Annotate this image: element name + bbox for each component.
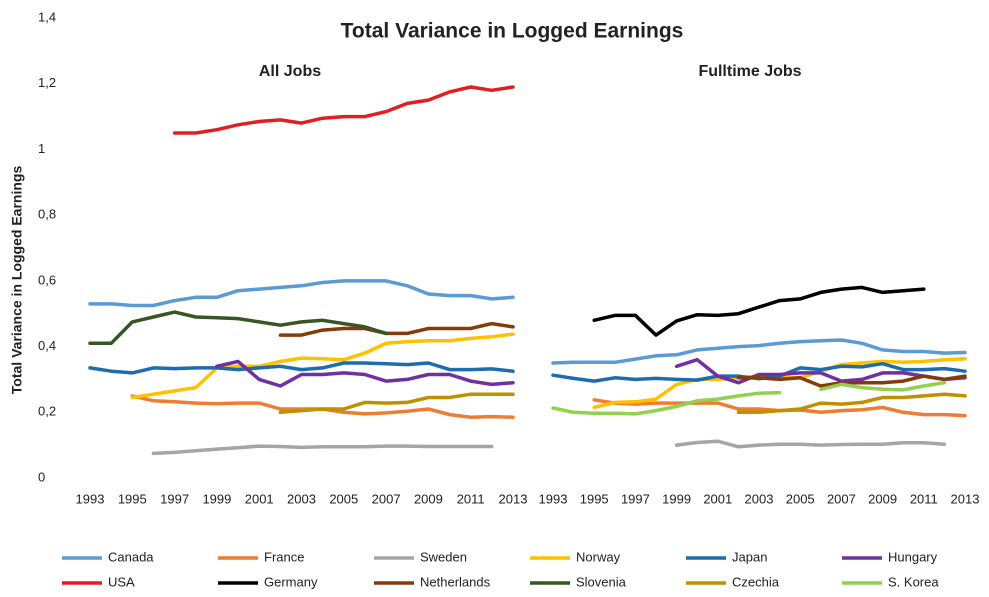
legend-label: Netherlands	[420, 574, 491, 589]
x-tick-label: 1997	[160, 491, 189, 506]
y-tick-label: 0,4	[38, 338, 56, 353]
series-line	[88, 361, 515, 375]
series-line	[88, 279, 515, 308]
x-tick-label: 2007	[372, 491, 401, 506]
x-tick-label: 1993	[76, 491, 105, 506]
x-tick-label: 1995	[580, 491, 609, 506]
y-axis-label: Total Variance in Logged Earnings	[9, 166, 25, 395]
legend-label: Slovenia	[576, 574, 627, 589]
y-tick-label: 0,6	[38, 272, 56, 287]
legend-label: Sweden	[420, 549, 467, 564]
series-line	[592, 356, 967, 410]
panel-title: All Jobs	[259, 63, 321, 80]
y-tick-label: 0,2	[38, 404, 56, 419]
legend-label: Norway	[576, 549, 621, 564]
legend-label: Hungary	[888, 549, 938, 564]
x-tick-label: 1999	[202, 491, 231, 506]
series-line	[551, 380, 947, 416]
y-tick-label: 0,8	[38, 207, 56, 222]
x-tick-label: 2001	[703, 491, 732, 506]
y-tick-label: 1,4	[38, 9, 56, 24]
series-line	[551, 338, 967, 365]
x-tick-label: 2003	[745, 491, 774, 506]
legend-label: Germany	[264, 574, 318, 589]
y-tick-label: 1,2	[38, 75, 56, 90]
series-line	[736, 392, 967, 415]
series-line	[674, 357, 967, 385]
x-tick-label: 2013	[951, 491, 980, 506]
series-line	[172, 85, 515, 135]
series-line	[130, 394, 515, 419]
x-tick-label: 2011	[910, 491, 938, 506]
series-line	[674, 439, 947, 449]
x-tick-label: 1993	[539, 491, 568, 506]
y-tick-label: 1	[38, 141, 45, 156]
series-line	[151, 444, 494, 456]
legend-label: S. Korea	[888, 574, 939, 589]
legend-label: France	[264, 549, 304, 564]
x-tick-label: 2013	[499, 491, 528, 506]
series-line	[592, 285, 926, 337]
x-tick-label: 2003	[287, 491, 316, 506]
legend-label: USA	[108, 574, 135, 589]
legend-label: Canada	[108, 549, 154, 564]
x-tick-label: 2009	[868, 491, 897, 506]
x-tick-label: 1995	[118, 491, 147, 506]
series-line	[88, 310, 388, 346]
series-line	[736, 374, 967, 388]
x-tick-label: 2007	[827, 491, 856, 506]
x-tick-label: 2005	[329, 491, 358, 506]
series-line	[215, 359, 515, 388]
x-tick-label: 1999	[662, 491, 691, 506]
legend-label: Czechia	[732, 574, 780, 589]
series-line	[130, 332, 515, 400]
legend-label: Japan	[732, 549, 767, 564]
x-tick-label: 2001	[245, 491, 274, 506]
x-tick-label: 1997	[621, 491, 650, 506]
chart-title: Total Variance in Logged Earnings	[341, 20, 684, 43]
x-tick-label: 2009	[414, 491, 443, 506]
panel-title: Fulltime Jobs	[698, 63, 801, 80]
x-tick-label: 2011	[457, 491, 485, 506]
series-line	[278, 321, 515, 337]
x-tick-label: 2005	[786, 491, 815, 506]
y-tick-label: 0	[38, 469, 45, 484]
series-line	[278, 392, 515, 415]
